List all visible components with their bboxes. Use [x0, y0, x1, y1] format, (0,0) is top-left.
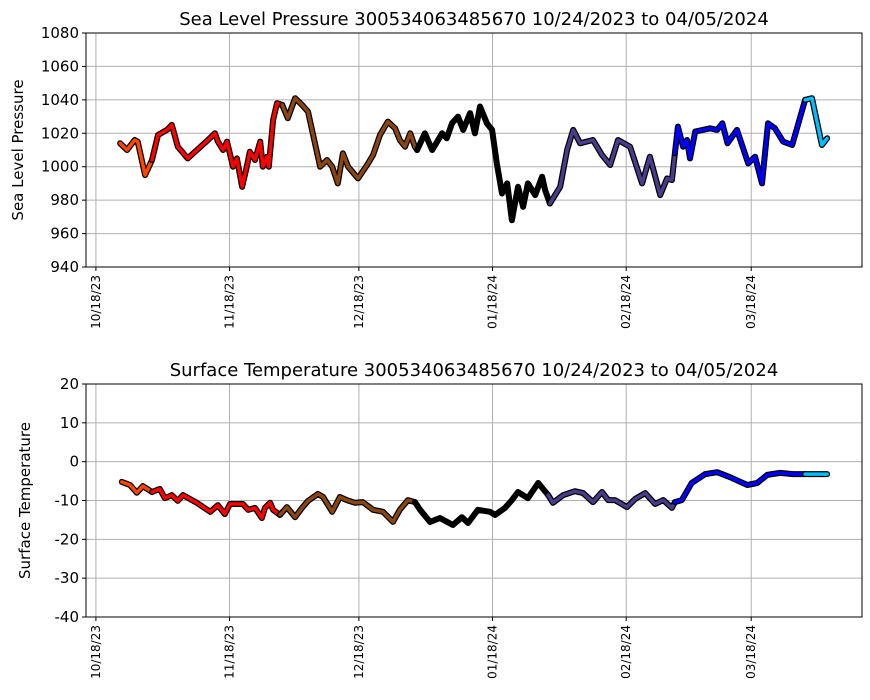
y-tick-label: -10 [55, 492, 80, 510]
y-axis-label: Sea Level Pressure [9, 79, 27, 220]
axes-frame [85, 32, 863, 268]
series-outline [414, 103, 553, 224]
series-segment [150, 101, 284, 189]
y-tick-label: 20 [60, 375, 79, 393]
x-tick-label: 03/18/24 [744, 275, 758, 329]
series-segment [803, 96, 829, 147]
x-tick-label: 02/18/24 [619, 275, 633, 329]
x-tick-label: 02/18/24 [619, 625, 633, 679]
series-outline [671, 469, 809, 506]
series-segment [415, 104, 552, 222]
y-tick-label: 0 [69, 453, 79, 471]
temperature-chart: -40 -30 -20 -10 0 10 20 10/18/23 11/18/23 12/18/2… [16, 360, 863, 679]
y-tick-label: 980 [50, 191, 79, 209]
y-tick-label: 10 [60, 414, 79, 432]
series-segment [546, 489, 677, 510]
x-tick-label: 03/18/24 [744, 625, 758, 679]
y-tick-label: 940 [50, 258, 79, 276]
y-tick-label: -40 [55, 608, 80, 626]
x-tick-label: 12/18/23 [352, 275, 366, 329]
y-tick-label: 1000 [41, 158, 79, 176]
y-tick-label: -20 [55, 530, 80, 548]
x-tick-label: 01/18/24 [486, 625, 500, 679]
y-tick-label: -30 [55, 569, 80, 587]
chart-title: Surface Temperature 300534063485670 10/2… [170, 360, 779, 381]
x-tick-label: 11/18/23 [223, 275, 237, 329]
y-tick-label: 1060 [41, 57, 79, 75]
pressure-chart: 940 960 980 1000 1020 1040 1060 1080 10/18/23 11/… [9, 9, 863, 329]
x-tick-label: 10/18/23 [89, 275, 103, 329]
y-tick-label: 960 [50, 225, 79, 243]
x-tick-label: 01/18/24 [486, 275, 500, 329]
series-segment [413, 481, 550, 527]
series-segment [150, 487, 282, 520]
y-tick-label: 1040 [41, 91, 79, 109]
y-tick-label: 1080 [41, 24, 79, 42]
series-segment [118, 138, 154, 177]
series-segment [120, 480, 154, 495]
series-segment [673, 470, 807, 504]
series-segment [280, 96, 419, 186]
x-tick-label: 10/18/23 [89, 625, 103, 679]
x-tick-label: 12/18/23 [352, 625, 366, 679]
chart-title: Sea Level Pressure 300534063485670 10/24… [179, 9, 769, 30]
series-segment [673, 98, 807, 186]
y-axis-label: Surface Temperature [16, 422, 34, 579]
series-segment [278, 492, 417, 524]
x-tick-label: 11/18/23 [223, 625, 237, 679]
y-tick-label: 1020 [41, 124, 79, 142]
series-outline [149, 100, 286, 190]
series-segment [548, 128, 677, 206]
